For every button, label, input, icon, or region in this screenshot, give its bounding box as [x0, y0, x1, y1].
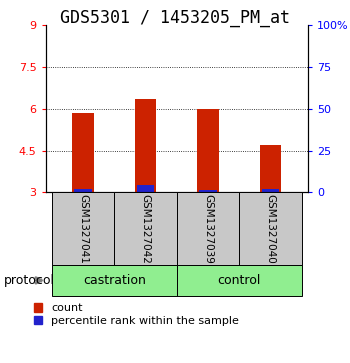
Text: GSM1327039: GSM1327039 — [203, 194, 213, 264]
Bar — [177, 192, 239, 265]
Text: GSM1327041: GSM1327041 — [78, 194, 88, 264]
Bar — [262, 189, 279, 192]
Bar — [199, 189, 217, 192]
Bar — [72, 113, 94, 192]
Text: protocol: protocol — [4, 274, 55, 287]
Text: GSM1327040: GSM1327040 — [266, 194, 275, 264]
Bar — [114, 192, 177, 265]
Bar — [52, 265, 177, 296]
Bar — [177, 265, 302, 296]
Bar — [134, 99, 156, 192]
Text: castration: castration — [83, 274, 146, 287]
Bar — [260, 145, 281, 192]
Bar — [197, 109, 219, 192]
Text: GSM1327042: GSM1327042 — [140, 194, 150, 264]
Legend: count, percentile rank within the sample: count, percentile rank within the sample — [34, 303, 239, 326]
Bar — [239, 192, 302, 265]
Bar — [52, 192, 114, 265]
Bar — [74, 189, 92, 192]
Text: GDS5301 / 1453205_PM_at: GDS5301 / 1453205_PM_at — [60, 9, 290, 27]
Bar — [137, 185, 154, 192]
Text: control: control — [218, 274, 261, 287]
